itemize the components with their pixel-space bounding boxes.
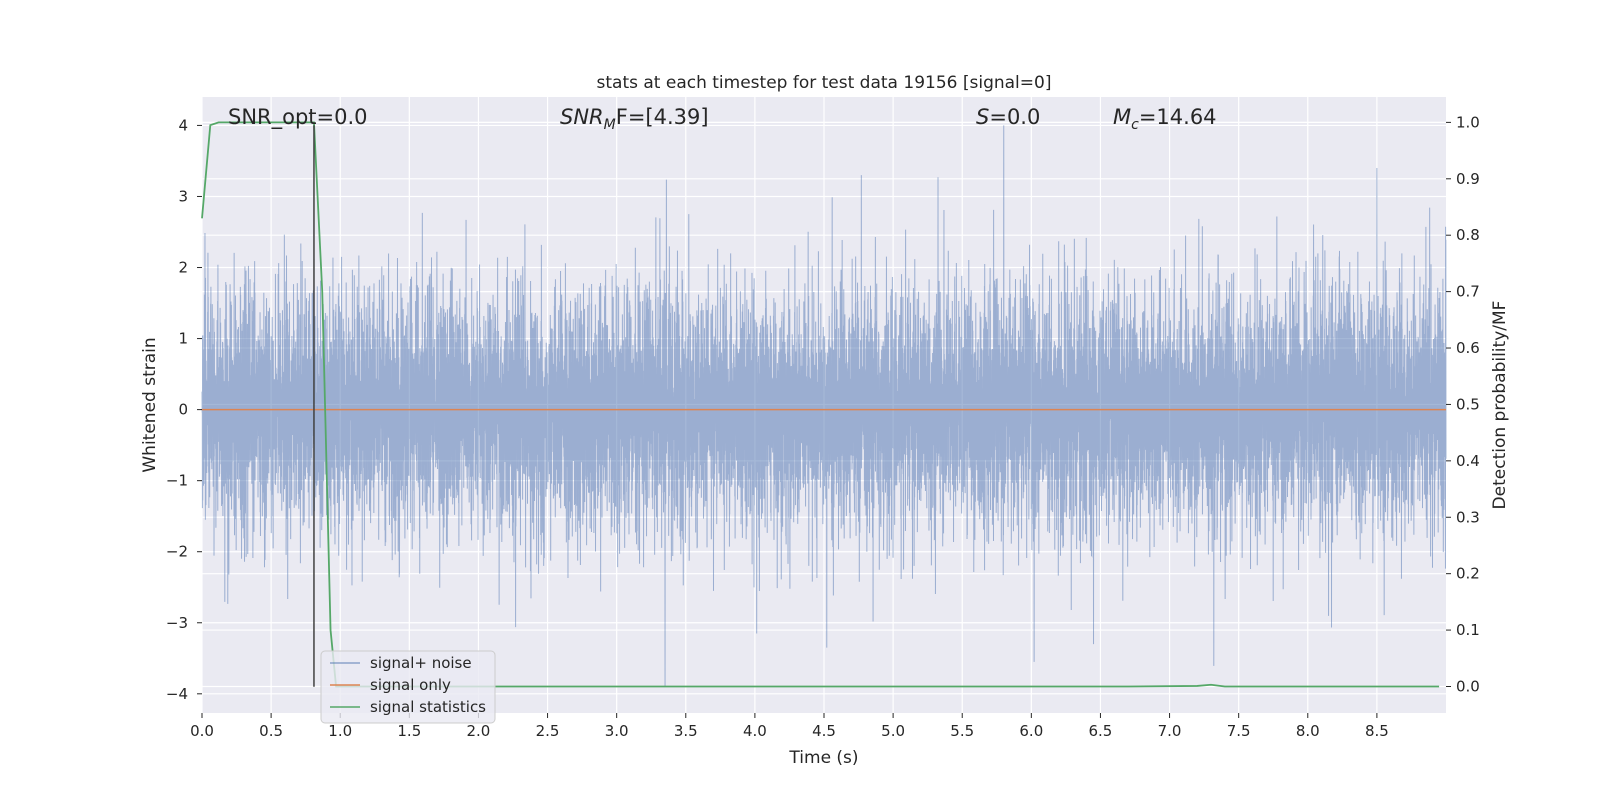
y-right-tick-label: 0.8 — [1456, 226, 1480, 244]
x-tick-label: 4.5 — [812, 722, 836, 740]
y-tick-label: 4 — [178, 116, 188, 134]
y-right-tick-label: 0.3 — [1456, 508, 1480, 526]
legend-frame — [320, 650, 496, 724]
x-tick-label: 3.5 — [674, 722, 698, 740]
annotation-s: S=0.0 — [976, 105, 1040, 129]
x-tick-label: 4.0 — [743, 722, 767, 740]
y-axis-label: Whitened strain — [140, 337, 160, 472]
x-tick-label: 5.5 — [950, 722, 974, 740]
x-axis-label: Time (s) — [788, 748, 858, 768]
legend-label-signal-only: signal only — [370, 676, 451, 694]
y-tick-label: 1 — [178, 330, 188, 348]
x-axis-ticks: 0.0 0.5 1.0 1.5 2.0 2.5 3.0 3.5 4.0 4.5 5.0 5.5 6.0 6… — [190, 713, 1389, 740]
y-tick-label: −4 — [166, 685, 188, 703]
x-tick-label: 7.5 — [1227, 722, 1251, 740]
annotation-mc: Mc=14.64 — [1113, 105, 1217, 133]
x-tick-label: 6.5 — [1089, 722, 1113, 740]
legend-label-signal-noise: signal+ noise — [370, 654, 472, 672]
y-axis-right-ticks: 1.0 0.9 0.8 0.7 0.6 0.5 0.4 0.3 0.2 0.1 0.0 — [1446, 113, 1480, 695]
x-tick-label: 7.0 — [1158, 722, 1182, 740]
x-tick-label: 8.0 — [1296, 722, 1320, 740]
y-tick-label: −1 — [166, 472, 188, 490]
legend: signal+ noise signal only signal statist… — [320, 650, 496, 724]
y-right-tick-label: 0.4 — [1456, 452, 1480, 470]
y-right-tick-label: 0.7 — [1456, 283, 1480, 301]
y-right-tick-label: 0.0 — [1456, 677, 1480, 695]
x-tick-label: 1.5 — [397, 722, 421, 740]
y-right-tick-label: 1.0 — [1456, 113, 1480, 131]
x-tick-label: 8.5 — [1365, 722, 1389, 740]
y-right-tick-label: 0.1 — [1456, 621, 1480, 639]
y-right-tick-label: 0.5 — [1456, 395, 1480, 413]
annotation-snr-mf: SNRMF=[4.39] — [560, 105, 709, 133]
y-tick-label: −2 — [166, 543, 188, 561]
annotation-snr-opt: SNR_opt=0.0 — [228, 105, 368, 130]
y-right-tick-label: 0.2 — [1456, 565, 1480, 583]
y-axis-right-label: Detection probability/MF — [1490, 301, 1510, 510]
y-right-tick-label: 0.6 — [1456, 339, 1480, 357]
x-tick-label: 1.0 — [328, 722, 352, 740]
y-tick-label: −3 — [166, 614, 188, 632]
y-tick-label: 2 — [178, 259, 188, 277]
x-tick-label: 3.0 — [605, 722, 629, 740]
y-axis-ticks: 4 3 2 1 0 −1 −2 −3 −4 — [166, 116, 202, 703]
series-signal-noise — [201, 125, 1447, 687]
x-tick-label: 2.0 — [467, 722, 491, 740]
x-tick-label: 0.0 — [190, 722, 214, 740]
x-tick-label: 0.5 — [259, 722, 283, 740]
legend-label-signal-statistics: signal statistics — [370, 698, 486, 716]
y-right-tick-label: 0.9 — [1456, 170, 1480, 188]
x-tick-label: 6.0 — [1019, 722, 1043, 740]
y-tick-label: 3 — [178, 187, 188, 205]
x-tick-label: 2.5 — [536, 722, 560, 740]
x-tick-label: 5.0 — [881, 722, 905, 740]
chart-title: stats at each timestep for test data 191… — [597, 73, 1052, 93]
y-tick-label: 0 — [178, 401, 188, 419]
